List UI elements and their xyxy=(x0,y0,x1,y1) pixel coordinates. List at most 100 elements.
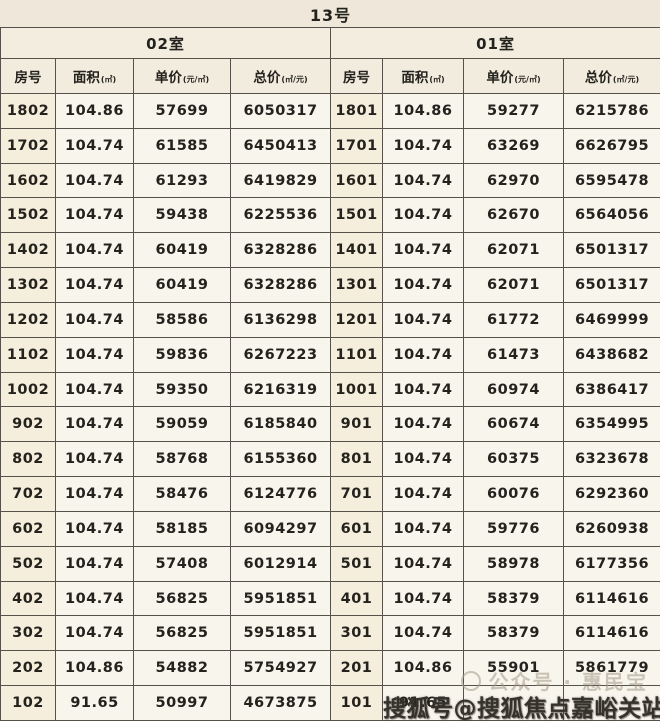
unit-price-cell: 50997 xyxy=(133,685,231,721)
area-cell: 104.74 xyxy=(382,162,464,199)
unit-price-cell: 59438 xyxy=(133,197,231,234)
room-cell: 1001 xyxy=(330,371,383,408)
room-cell: 401 xyxy=(330,580,383,617)
column-header-label: 单价 xyxy=(154,70,182,86)
table-row: 1202 104.74 58586 6136298 1201 104.74 61772 646… xyxy=(0,301,660,338)
table-row: 302 104.74 56825 5951851 301 104.74 58379 61146… xyxy=(0,615,660,652)
table-row: 1402 104.74 60419 6328286 1401 104.74 62071 650… xyxy=(0,232,660,269)
room-cell: 902 xyxy=(0,406,56,443)
area-cell: 104.74 xyxy=(382,510,464,547)
column-header-label: 总价 xyxy=(584,70,612,86)
total-price-cell: 6177356 xyxy=(562,545,660,582)
area-cell: 104.74 xyxy=(55,336,134,373)
unit-price-cell: 54882 xyxy=(133,650,231,687)
total-price-cell: 6215786 xyxy=(562,93,660,129)
total-price-cell: 6328286 xyxy=(230,232,331,269)
table-row: 1802 104.86 57699 6050317 1801 104.86 59277 621… xyxy=(0,93,660,129)
column-header-label: 房号 xyxy=(14,70,42,86)
total-price-cell: 6419829 xyxy=(230,162,331,199)
table-row: 102 91.65 50997 4673875 101 91.65 xyxy=(0,685,660,721)
unit-price-cell: 61293 xyxy=(133,162,231,199)
area-cell: 104.74 xyxy=(382,127,464,164)
room-cell: 301 xyxy=(330,615,383,652)
area-cell: 104.74 xyxy=(382,580,464,617)
table-row: 902 104.74 59059 6185840 901 104.74 60674 63549… xyxy=(0,406,660,443)
area-cell: 91.65 xyxy=(55,685,134,721)
area-cell: 104.74 xyxy=(382,301,464,338)
total-price-cell: 4673875 xyxy=(230,685,331,721)
total-price-cell: 6136298 xyxy=(230,301,331,338)
room-cell: 1801 xyxy=(330,93,383,129)
title-row: 13号 xyxy=(0,0,660,28)
unit-price-column-header: 单价(元/㎡) xyxy=(463,58,564,94)
area-cell: 104.74 xyxy=(382,336,464,373)
total-price-cell: 6260938 xyxy=(562,510,660,547)
unit-price-cell: 59776 xyxy=(463,510,564,547)
unit-price-cell: 60974 xyxy=(463,371,564,408)
area-cell: 104.74 xyxy=(382,406,464,443)
total-price-cell: 6626795 xyxy=(562,127,660,164)
unit-price-cell: 60419 xyxy=(133,232,231,269)
room-cell: 402 xyxy=(0,580,56,617)
area-cell: 104.74 xyxy=(382,545,464,582)
room-cell: 1502 xyxy=(0,197,56,234)
area-cell: 104.86 xyxy=(55,650,134,687)
unit-price-cell: 58379 xyxy=(463,580,564,617)
area-cell: 104.74 xyxy=(55,197,134,234)
total-price-cell: 5754927 xyxy=(230,650,331,687)
total-price-cell: 6328286 xyxy=(230,267,331,303)
room-cell: 502 xyxy=(0,545,56,582)
table-row: 702 104.74 58476 6124776 701 104.74 60076 62923… xyxy=(0,476,660,512)
table-row: 502 104.74 57408 6012914 501 104.74 58978 61773… xyxy=(0,545,660,582)
room-cell: 1102 xyxy=(0,336,56,373)
room-cell: 202 xyxy=(0,650,56,687)
unit-price-cell: 60674 xyxy=(463,406,564,443)
room-cell: 1301 xyxy=(330,267,383,303)
area-cell: 104.74 xyxy=(55,162,134,199)
room-cell: 802 xyxy=(0,441,56,478)
total-price-cell: 6469999 xyxy=(562,301,660,338)
building-title: 13号 xyxy=(0,0,660,28)
unit-price-cell: 58768 xyxy=(133,441,231,478)
column-header-label: 面积 xyxy=(72,70,100,86)
unit-price-cell: 58185 xyxy=(133,510,231,547)
total-price-cell: 6292360 xyxy=(562,476,660,512)
room-cell: 501 xyxy=(330,545,383,582)
area-cell: 104.74 xyxy=(382,371,464,408)
column-header-label: 房号 xyxy=(343,70,370,86)
total-price-cell: 6012914 xyxy=(230,545,331,582)
column-header-unit: (元/㎡) xyxy=(182,75,210,84)
unit-price-cell: 57699 xyxy=(133,93,231,129)
area-column-header: 面积(㎡) xyxy=(55,58,134,94)
room-cell: 601 xyxy=(330,510,383,547)
room-cell: 1702 xyxy=(0,127,56,164)
unit-price-cell: 59350 xyxy=(133,371,231,408)
total-price-cell: 5861779 xyxy=(562,650,660,687)
unit-price-cell: 59059 xyxy=(133,406,231,443)
room-cell: 602 xyxy=(0,510,56,547)
unit-price-cell: 62071 xyxy=(463,232,564,269)
unit-price-cell: 61473 xyxy=(463,336,564,373)
area-cell: 104.74 xyxy=(55,301,134,338)
unit-price-cell: 61585 xyxy=(133,127,231,164)
area-cell: 104.74 xyxy=(55,371,134,408)
table-row: 1102 104.74 59836 6267223 1101 104.74 61473 643… xyxy=(0,336,660,373)
unit-price-cell: 62071 xyxy=(463,267,564,303)
total-price-cell: 6267223 xyxy=(230,336,331,373)
room-column-header: 房号 xyxy=(330,58,383,94)
total-price-cell: 6114616 xyxy=(562,580,660,617)
total-price-cell: 6354995 xyxy=(562,406,660,443)
area-cell: 104.74 xyxy=(55,545,134,582)
table-row: 402 104.74 56825 5951851 401 104.74 58379 61146… xyxy=(0,580,660,617)
room-cell: 1501 xyxy=(330,197,383,234)
unit-price-column-header: 单价(元/㎡) xyxy=(133,58,231,94)
total-price-column-header: 总价(㎡/元) xyxy=(562,58,660,94)
unit-price-cell: 61772 xyxy=(463,301,564,338)
total-price-cell: 5951851 xyxy=(230,615,331,652)
room-cell: 1602 xyxy=(0,162,56,199)
table-row: 1002 104.74 59350 6216319 1001 104.74 60974 638… xyxy=(0,371,660,408)
table-row: 1702 104.74 61585 6450413 1701 104.74 63269 662… xyxy=(0,127,660,164)
total-price-cell: 6216319 xyxy=(230,371,331,408)
area-cell: 104.74 xyxy=(382,267,464,303)
area-column-header: 面积(㎡) xyxy=(382,58,464,94)
